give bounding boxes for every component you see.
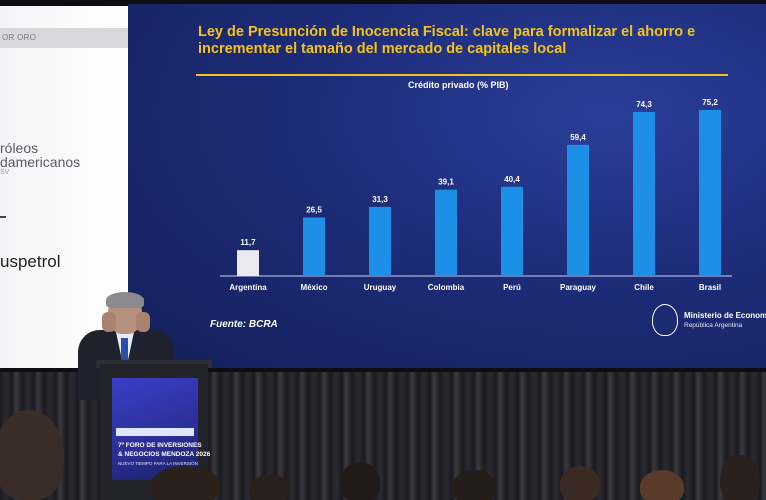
slide-source: Fuente: BCRA	[210, 319, 278, 330]
data-label: 40,4	[504, 175, 520, 184]
category-label: Paraguay	[560, 283, 597, 292]
audience-head	[250, 474, 290, 500]
audience-head	[150, 466, 220, 500]
data-label: 39,1	[438, 178, 454, 187]
speaker-hand-right	[136, 312, 150, 332]
data-label: 11,7	[240, 238, 256, 247]
bar-chart: 11,7 Argentina 26,5 México 31,3 Uruguay 39,1 Co…	[220, 98, 732, 292]
lectern-stripe	[116, 428, 194, 436]
speaker-hand-left	[102, 312, 116, 332]
data-label: 26,5	[306, 205, 322, 214]
category-label: Perú	[503, 283, 521, 292]
category-label: México	[300, 283, 327, 292]
audience-head	[560, 466, 600, 500]
category-label: Colombia	[428, 283, 465, 292]
chart-title: Crédito privado (% PIB)	[408, 80, 509, 90]
title-underline	[196, 74, 728, 76]
ministry-name: Ministerio de Economía	[684, 311, 766, 320]
bar-brasil	[699, 109, 721, 276]
data-label: 74,3	[636, 100, 652, 109]
category-label: Uruguay	[364, 283, 397, 292]
data-label: 59,4	[570, 133, 586, 142]
bar-argentina	[237, 250, 259, 276]
sponsor-category: OR ORO	[0, 28, 128, 48]
sponsor-divider	[0, 216, 6, 218]
stage-edge	[0, 368, 766, 374]
category-label: Brasil	[699, 283, 721, 292]
audience-head	[452, 470, 496, 500]
bar-perú	[501, 186, 523, 276]
sponsor-name-line1: róleos	[0, 140, 39, 156]
audience-head	[720, 455, 760, 500]
lectern-event-line3: NUEVO TIEMPO PARA LA INVERSIÓN	[118, 461, 198, 466]
data-label: 75,2	[702, 98, 718, 107]
audience-head	[640, 470, 684, 500]
sponsor-name-line2: damericanos	[0, 154, 81, 170]
audience-head	[0, 410, 64, 500]
sponsor-name-line3: SV	[0, 169, 10, 176]
speaker-hair	[106, 292, 144, 308]
bar-méxico	[303, 217, 325, 276]
lectern-event-line2: & NEGOCIOS MENDOZA 2026	[118, 451, 211, 458]
bar-colombia	[435, 189, 457, 276]
slide-title: Ley de Presunción de Inocencia Fiscal: c…	[198, 24, 696, 57]
ministry-country: República Argentina	[684, 322, 743, 329]
bar-paraguay	[567, 144, 589, 276]
lectern-event-line1: 7º FORO DE INVERSIONES	[118, 442, 202, 449]
data-label: 31,3	[372, 195, 388, 204]
presentation-slide: Ley de Presunción de Inocencia Fiscal: c…	[128, 4, 766, 374]
seal-icon	[652, 304, 678, 336]
bar-chile	[633, 111, 655, 276]
audience-head	[340, 462, 380, 500]
speaker-tie	[121, 338, 128, 368]
category-label: Chile	[634, 283, 654, 292]
sponsor-brand: uspetrol	[0, 252, 61, 271]
ministry-logo: Ministerio de Economía República Argenti…	[652, 304, 766, 344]
bar-uruguay	[369, 206, 391, 276]
category-label: Argentina	[229, 283, 267, 292]
